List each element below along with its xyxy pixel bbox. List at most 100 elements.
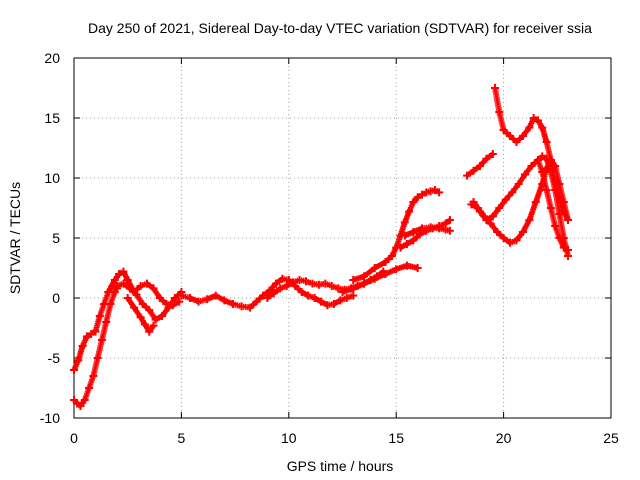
data-point (525, 216, 534, 224)
data-point (518, 228, 527, 236)
data-point (518, 132, 527, 140)
data-point (501, 195, 510, 204)
x-tick-label: 10 (281, 430, 297, 446)
data-point (564, 246, 573, 254)
data-point (104, 288, 113, 296)
data-point (74, 356, 83, 365)
data-point (310, 294, 319, 302)
x-tick-labels: 0 5 10 15 20 25 (70, 430, 619, 446)
data-point (119, 279, 128, 288)
data-point (151, 315, 160, 324)
x-tick-label: 0 (70, 430, 78, 446)
data-point (145, 306, 154, 314)
data-point (95, 312, 104, 320)
data-point (551, 186, 560, 194)
data-point (482, 216, 491, 224)
data-point (493, 228, 502, 236)
data-point (506, 238, 515, 247)
data-point (359, 279, 368, 288)
data-point (381, 258, 390, 266)
data-point (276, 284, 285, 293)
data-point (405, 207, 414, 216)
data-point (136, 282, 145, 290)
data-point (158, 312, 167, 320)
x-tick-label: 15 (388, 430, 404, 446)
data-point (538, 168, 547, 176)
y-tick-labels: -10 -5 0 5 10 15 20 (40, 50, 60, 426)
data-point (115, 270, 124, 278)
series-track-k (400, 223, 454, 240)
y-tick-label: 10 (44, 170, 60, 186)
data-point (155, 294, 164, 302)
data-point (441, 225, 450, 234)
series-track-o (469, 152, 573, 260)
data-point (370, 264, 379, 272)
data-point (308, 279, 317, 288)
data-point (237, 302, 246, 311)
data-point (555, 180, 564, 188)
data-point (488, 150, 497, 158)
data-point (488, 212, 497, 221)
data-point (89, 372, 98, 380)
x-tick-label: 25 (603, 430, 619, 446)
data-point (317, 297, 326, 306)
data-point (349, 284, 358, 293)
data-point (342, 294, 351, 302)
data-point (426, 223, 435, 232)
data-point (402, 261, 411, 270)
data-point (321, 279, 330, 288)
data-point (538, 152, 547, 161)
x-tick-label: 5 (178, 430, 186, 446)
data-point (469, 198, 478, 206)
data-point (555, 234, 564, 242)
data-point (136, 313, 145, 322)
data-point (297, 288, 306, 296)
data-point (295, 276, 304, 284)
data-point (143, 279, 152, 288)
data-point (559, 243, 568, 252)
data-point (289, 278, 298, 287)
data-point (78, 342, 87, 350)
data-point (417, 190, 426, 199)
data-point (409, 236, 418, 245)
series-track-p (533, 156, 573, 254)
data-point (533, 116, 542, 125)
data-point (422, 188, 431, 197)
data-point (102, 318, 111, 326)
data-point (334, 284, 343, 293)
data-point (336, 296, 345, 305)
y-tick-label: 20 (44, 50, 60, 66)
data-point (400, 218, 409, 227)
data-point (531, 198, 540, 206)
series-track-a (70, 282, 121, 410)
series-track-h (338, 261, 422, 296)
data-point (185, 294, 194, 302)
data-point (475, 162, 484, 170)
data-point (132, 290, 141, 299)
data-point (542, 186, 551, 194)
data-point (482, 154, 491, 163)
data-point (97, 336, 106, 344)
data-point (220, 296, 229, 305)
data-point (417, 224, 426, 233)
data-point (381, 270, 390, 278)
chart-title: Day 250 of 2021, Sidereal Day-to-day VTE… (88, 20, 592, 36)
data-point (175, 297, 184, 306)
data-point (278, 274, 287, 283)
data-point (559, 198, 568, 206)
data-point (259, 291, 268, 300)
data-point (91, 327, 100, 336)
data-point (512, 236, 521, 245)
y-axis-label: SDTVAR / TECUs (7, 182, 23, 294)
data-point (177, 291, 186, 300)
data-point (564, 216, 573, 224)
data-point (87, 330, 96, 338)
grid-lines (74, 58, 611, 418)
data-point (475, 207, 484, 216)
data-point (304, 291, 313, 300)
data-point (110, 276, 119, 284)
data-point (430, 186, 439, 194)
data-point (123, 294, 132, 302)
data-point (555, 210, 564, 218)
